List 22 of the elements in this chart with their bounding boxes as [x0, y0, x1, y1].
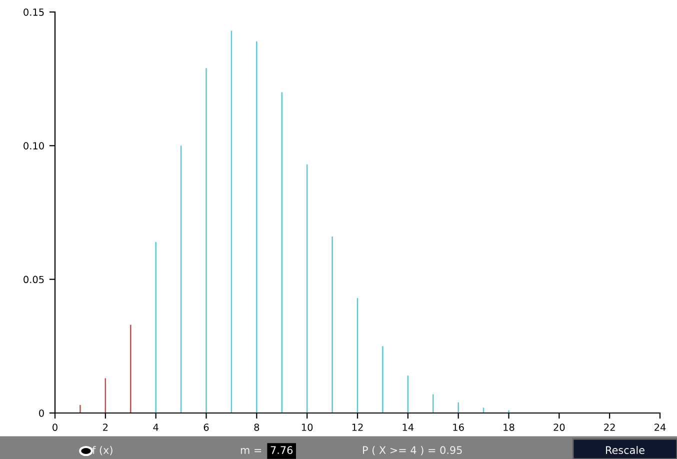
x-tick-label: 18	[504, 424, 514, 431]
x-tick-label: 10	[302, 424, 313, 431]
y-tick-label: 0.15	[24, 8, 44, 16]
text: f (x)	[92, 446, 112, 456]
x-tick-label: 14	[402, 424, 414, 431]
x-tick-label: 2	[103, 424, 108, 431]
x-tick-label: 4	[153, 424, 158, 431]
y-tick-label: 0	[39, 409, 44, 417]
x-tick-label: 16	[453, 424, 464, 431]
text: Rescale	[606, 446, 644, 454]
x-tick-label: 24	[654, 424, 666, 431]
x-tick-label: 20	[554, 424, 565, 431]
text: m =	[240, 448, 262, 454]
text: P ( X >= 4 ) = 0.95	[363, 446, 462, 456]
x-tick-label: 8	[254, 424, 260, 431]
y-tick-label: 0.10	[24, 142, 44, 150]
y-tick-label: 0.05	[24, 276, 44, 284]
x-tick-label: 12	[352, 424, 363, 431]
x-tick-label: 0	[52, 424, 58, 431]
x-tick-label: 6	[204, 424, 209, 431]
text: 7.76	[270, 446, 293, 454]
x-tick-label: 22	[604, 424, 615, 431]
